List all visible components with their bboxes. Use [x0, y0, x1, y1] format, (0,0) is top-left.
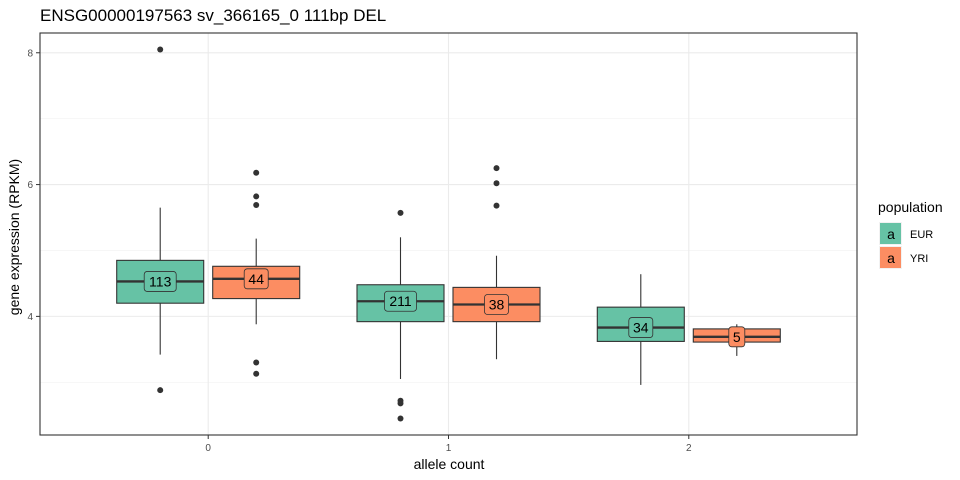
- chart-title: ENSG00000197563 sv_366165_0 111bp DEL: [40, 6, 386, 25]
- legend-item-yri: a YRI: [879, 246, 928, 269]
- count-label: 44: [248, 271, 264, 287]
- count-label: 34: [633, 320, 649, 336]
- x-axis-title: allele count: [414, 456, 485, 472]
- count-label-box: [484, 294, 509, 315]
- x-tick-label: 0: [205, 443, 211, 454]
- legend-title: population: [878, 199, 943, 215]
- box-eur-0: 113: [116, 46, 205, 394]
- legend-item-eur: a EUR: [879, 222, 933, 245]
- count-label: 113: [149, 273, 172, 289]
- count-label: 5: [733, 329, 741, 345]
- outlier-point: [493, 165, 500, 172]
- legend-key-glyph: a: [887, 250, 895, 266]
- count-label: 38: [489, 297, 505, 313]
- x-tick-label: 2: [686, 443, 692, 454]
- y-tick-label: 6: [27, 180, 33, 191]
- count-label-box: [384, 290, 417, 312]
- outlier-point: [253, 370, 260, 377]
- legend-key: [880, 223, 901, 244]
- outlier-point: [157, 387, 164, 394]
- box-eur-2: 34: [596, 274, 685, 385]
- outlier-point: [397, 400, 404, 407]
- x-tick-label: 1: [446, 443, 452, 454]
- outlier-point: [253, 359, 260, 366]
- legend: population a EUR a YRI: [878, 199, 943, 269]
- count-label-box: [243, 268, 269, 290]
- outlier-point: [493, 202, 500, 209]
- y-tick-label: 8: [27, 48, 33, 59]
- outlier-point: [397, 415, 404, 422]
- panel-border: [39, 32, 858, 436]
- box-yri-2: 5: [692, 324, 781, 356]
- y-tick-label: 4: [27, 312, 33, 323]
- legend-key: [880, 247, 901, 268]
- count-label-box: [143, 271, 177, 292]
- box-eur-1: 211: [356, 209, 445, 422]
- outlier-point: [157, 46, 164, 53]
- legend-key-glyph: a: [887, 226, 895, 242]
- plot-panel: 4 6 8 0 1 2 113 211 34 44 38 5: [27, 32, 858, 454]
- box-yri-0: 44: [212, 169, 301, 377]
- outlier-point: [493, 180, 500, 187]
- legend-label: YRI: [910, 253, 928, 265]
- legend-label: EUR: [910, 229, 933, 241]
- count-label-box: [728, 326, 746, 348]
- count-label: 211: [389, 293, 412, 309]
- outlier-point: [253, 169, 260, 176]
- box-yri-1: 38: [452, 165, 541, 360]
- y-axis-title: gene expression (RPKM): [6, 159, 22, 315]
- outlier-point: [253, 193, 260, 200]
- count-label-box: [628, 317, 654, 338]
- outlier-point: [253, 202, 260, 209]
- outlier-point: [397, 209, 404, 216]
